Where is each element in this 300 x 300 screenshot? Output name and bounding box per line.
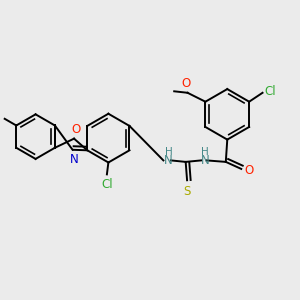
- Text: H: H: [165, 147, 172, 157]
- Text: O: O: [182, 77, 191, 90]
- Text: Cl: Cl: [264, 85, 276, 98]
- Text: S: S: [184, 185, 191, 198]
- Text: O: O: [71, 123, 80, 136]
- Text: Cl: Cl: [101, 178, 113, 191]
- Text: H: H: [201, 147, 209, 157]
- Text: N: N: [164, 154, 173, 167]
- Text: N: N: [70, 153, 78, 166]
- Text: N: N: [201, 154, 209, 167]
- Text: O: O: [244, 164, 254, 177]
